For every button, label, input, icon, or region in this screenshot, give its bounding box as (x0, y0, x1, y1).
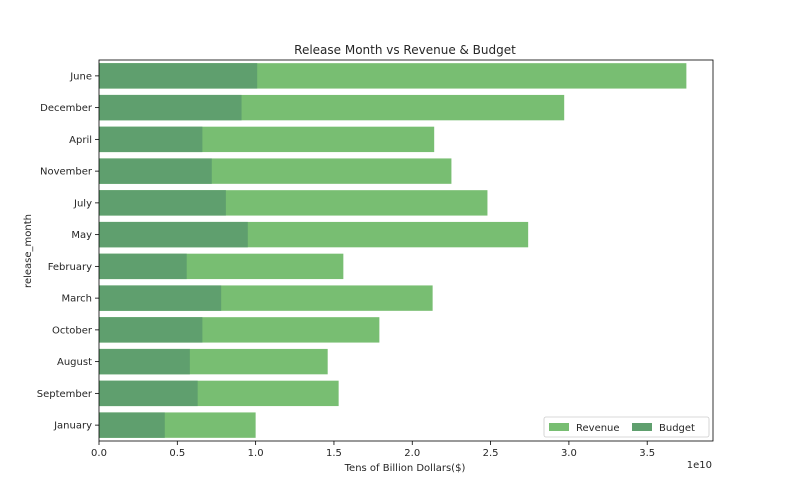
legend-swatch-budget (632, 423, 652, 431)
bars-layer (99, 63, 687, 438)
y-tick-label-november: November (40, 167, 93, 178)
y-tick-label-april: April (69, 135, 92, 146)
chart-title: Release Month vs Revenue & Budget (294, 43, 516, 57)
x-tick-label: 2.5 (483, 448, 499, 459)
legend: Revenue Budget (543, 416, 710, 438)
bar-budget-november (99, 158, 212, 184)
bar-budget-april (99, 126, 203, 153)
legend-label-revenue: Revenue (576, 423, 620, 434)
x-tick-label: 1.5 (326, 448, 342, 459)
bar-budget-december (99, 94, 242, 121)
bar-budget-march (99, 285, 222, 311)
y-tick-label-september: September (37, 389, 93, 400)
x-axis-offset-label: 1e10 (687, 460, 712, 471)
bar-budget-february (99, 253, 187, 280)
plot-frame (98, 59, 714, 442)
bar-budget-may (99, 221, 248, 248)
bar-budget-january (99, 412, 165, 438)
bar-budget-june (99, 63, 258, 89)
bar-budget-october (99, 317, 203, 343)
legend-swatch-revenue (549, 423, 569, 431)
y-axis-ticks: June December April November July May February… (37, 71, 99, 432)
x-tick-label: 0.0 (91, 448, 107, 459)
bar-budget-september (99, 380, 198, 407)
y-tick-label-january: January (53, 421, 92, 432)
x-axis-ticks: 0.0 0.5 1.0 1.5 2.0 2.5 3.0 3.5 (91, 441, 655, 459)
y-tick-label-august: August (57, 357, 92, 368)
legend-box (543, 416, 710, 438)
x-tick-label: 2.0 (404, 448, 420, 459)
y-tick-label-july: July (73, 198, 92, 209)
x-tick-label: 3.5 (639, 448, 655, 459)
y-tick-label-december: December (40, 103, 93, 114)
y-tick-label-june: June (69, 71, 92, 82)
bar-budget-august (99, 348, 190, 375)
x-axis-title: Tens of Billion Dollars($) (344, 463, 466, 474)
x-tick-label: 3.0 (561, 448, 577, 459)
legend-label-budget: Budget (659, 423, 695, 434)
x-tick-label: 1.0 (248, 448, 264, 459)
bar-budget-july (99, 190, 226, 216)
y-axis-title: release_month (23, 214, 34, 288)
y-tick-label-may: May (71, 230, 92, 241)
y-tick-label-february: February (48, 262, 92, 273)
x-tick-label: 0.5 (169, 448, 185, 459)
y-tick-label-october: October (52, 325, 93, 336)
y-tick-label-march: March (62, 294, 92, 305)
